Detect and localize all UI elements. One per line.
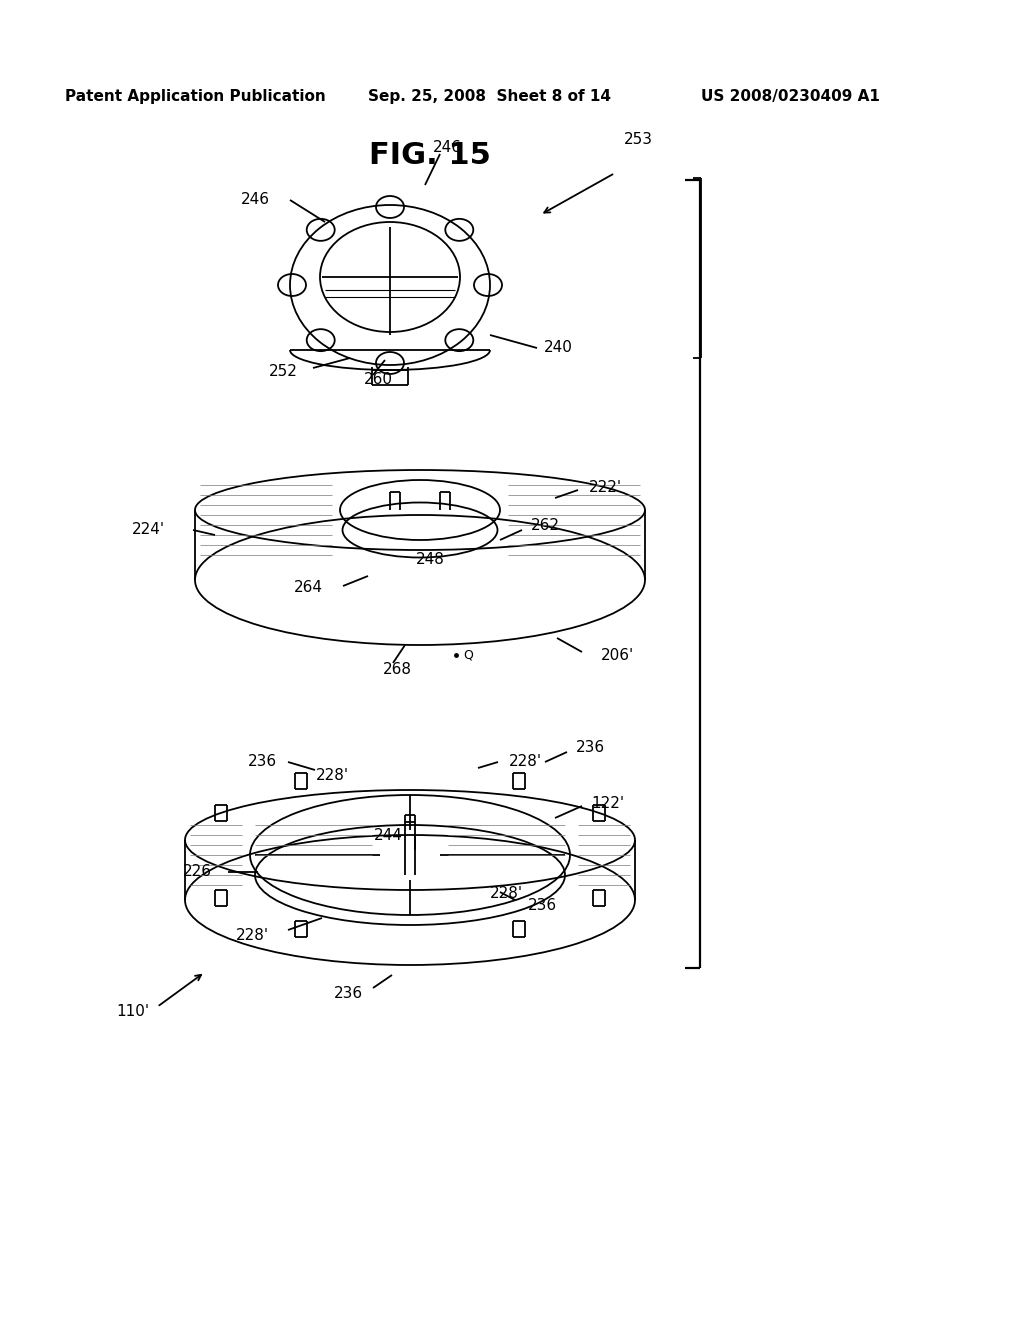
Text: 236: 236 (575, 741, 604, 755)
Text: 222': 222' (589, 480, 622, 495)
Text: 246: 246 (241, 193, 269, 207)
Text: 252: 252 (268, 364, 297, 380)
Text: Sep. 25, 2008  Sheet 8 of 14: Sep. 25, 2008 Sheet 8 of 14 (369, 90, 611, 104)
Text: 228': 228' (236, 928, 268, 942)
Text: 262: 262 (530, 517, 559, 532)
Text: 260: 260 (364, 372, 392, 388)
Text: 264: 264 (294, 581, 323, 595)
Text: 122': 122' (592, 796, 625, 810)
Text: Q: Q (463, 648, 473, 661)
Text: 236: 236 (527, 898, 557, 912)
Text: 240: 240 (544, 341, 572, 355)
Text: 228': 228' (315, 767, 348, 783)
Text: 226: 226 (182, 865, 212, 879)
Text: US 2008/0230409 A1: US 2008/0230409 A1 (700, 90, 880, 104)
Text: FIG. 15: FIG. 15 (369, 140, 490, 169)
Text: 236: 236 (248, 755, 276, 770)
Text: 246: 246 (432, 140, 462, 156)
Text: 236: 236 (334, 986, 362, 1001)
Text: Patent Application Publication: Patent Application Publication (65, 90, 326, 104)
Text: 244: 244 (374, 829, 402, 843)
Text: 228': 228' (489, 886, 522, 900)
Text: 224': 224' (131, 523, 165, 537)
Text: 110': 110' (117, 1005, 150, 1019)
Text: 253: 253 (624, 132, 652, 148)
Text: 206': 206' (601, 648, 635, 663)
Text: 248: 248 (416, 553, 444, 568)
Text: 228': 228' (509, 755, 542, 770)
Text: 268: 268 (383, 663, 412, 677)
